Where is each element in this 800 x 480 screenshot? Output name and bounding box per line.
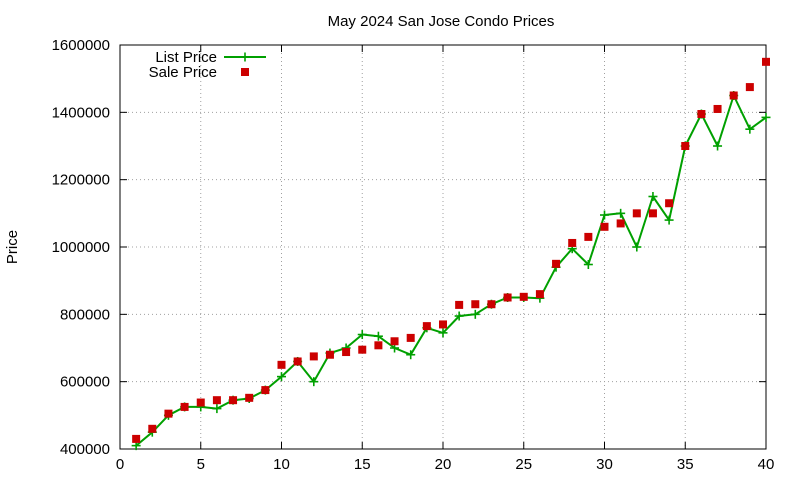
x-tick-label: 5: [197, 456, 205, 473]
sale-price-point: [229, 396, 238, 405]
sale-price-point: [616, 219, 625, 228]
sale-price-point: [406, 333, 415, 342]
x-tick-label: 25: [515, 456, 532, 473]
y-tick-label: 1000000: [52, 239, 110, 256]
sale-price-point: [584, 232, 593, 241]
sale-price-point: [374, 341, 383, 350]
sale-price-point: [503, 293, 512, 302]
x-tick-label: 35: [677, 456, 694, 473]
x-tick-label: 15: [354, 456, 371, 473]
sale-price-point: [665, 199, 674, 208]
list-price-line: [135, 94, 767, 447]
sale-price-point: [681, 142, 690, 150]
sale-price-point: [729, 91, 738, 100]
sale-price-point: [471, 300, 480, 309]
sale-price-point: [390, 337, 399, 346]
x-tick-label: 40: [758, 456, 775, 473]
x-tick-label: 30: [596, 456, 613, 473]
list-price-point: [616, 208, 626, 218]
sale-price-point: [455, 300, 464, 309]
list-price-point: [454, 311, 464, 321]
list-price-point: [212, 404, 222, 414]
grid-layer: [120, 45, 766, 449]
x-tick-label: 20: [435, 456, 452, 473]
sale-price-point: [309, 352, 318, 361]
series-layer: [131, 57, 771, 451]
list-price-point: [373, 331, 383, 341]
sale-price-point: [148, 424, 157, 433]
sale-price-point: [261, 386, 270, 395]
list-price-point: [713, 141, 723, 151]
list-price-point: [632, 242, 642, 252]
sale-price-point: [164, 409, 173, 418]
sale-price-point: [245, 393, 254, 402]
legend-label: Sale Price: [149, 64, 217, 81]
sale-price-point: [180, 402, 189, 411]
sale-price-point: [358, 345, 367, 354]
x-tick-label: 10: [273, 456, 290, 473]
list-price-point: [583, 260, 593, 270]
sale-price-point: [487, 300, 496, 309]
legend-label: List Price: [155, 49, 217, 66]
list-price-point: [761, 112, 771, 122]
sale-price-point: [648, 209, 657, 218]
axis-layer: 0 5 10 15 20 25 30 35 40 400000 600000 800000 100000…: [52, 37, 775, 473]
sale-price-point: [132, 434, 141, 443]
sale-price-point: [422, 322, 431, 331]
y-tick-label: 800000: [60, 306, 110, 323]
list-price-point: [309, 377, 319, 387]
sale-price-point: [568, 238, 577, 247]
sale-price-point: [600, 222, 609, 231]
y-axis-label: Price: [4, 230, 21, 264]
sale-price-point: [697, 110, 706, 119]
sale-price-point: [745, 83, 754, 92]
y-tick-label: 400000: [60, 441, 110, 458]
legend-square-marker: [241, 68, 249, 76]
list-price-point: [600, 210, 609, 220]
list-price-point: [470, 309, 480, 319]
y-tick-label: 1200000: [52, 172, 110, 189]
list-price-point: [438, 328, 448, 338]
sale-price-point: [439, 320, 447, 329]
legend-plus-marker: [240, 52, 250, 62]
sale-price-point: [552, 259, 561, 268]
x-tick-label: 0: [116, 456, 124, 473]
sale-price-point: [196, 398, 205, 407]
sale-price-point: [632, 209, 641, 218]
y-tick-label: 1600000: [52, 37, 110, 54]
list-price-point: [357, 330, 367, 340]
sale-price-point: [535, 290, 544, 299]
list-price-point: [277, 372, 286, 382]
list-price-point: [406, 350, 416, 360]
sale-price-point: [762, 57, 770, 66]
sale-price-point: [212, 396, 221, 405]
sale-price-point: [277, 360, 286, 369]
list-price-point: [745, 124, 755, 134]
sale-price-point: [519, 292, 528, 301]
list-price-point: [648, 192, 658, 201]
list-price-point: [664, 215, 674, 225]
sale-price-point: [713, 104, 722, 113]
chart-title: May 2024 San Jose Condo Prices: [328, 13, 555, 30]
sale-price-point: [293, 357, 302, 366]
y-tick-label: 600000: [60, 374, 110, 391]
y-tick-label: 1400000: [52, 104, 110, 121]
sale-price-point: [342, 348, 351, 357]
sale-price-point: [325, 350, 334, 359]
